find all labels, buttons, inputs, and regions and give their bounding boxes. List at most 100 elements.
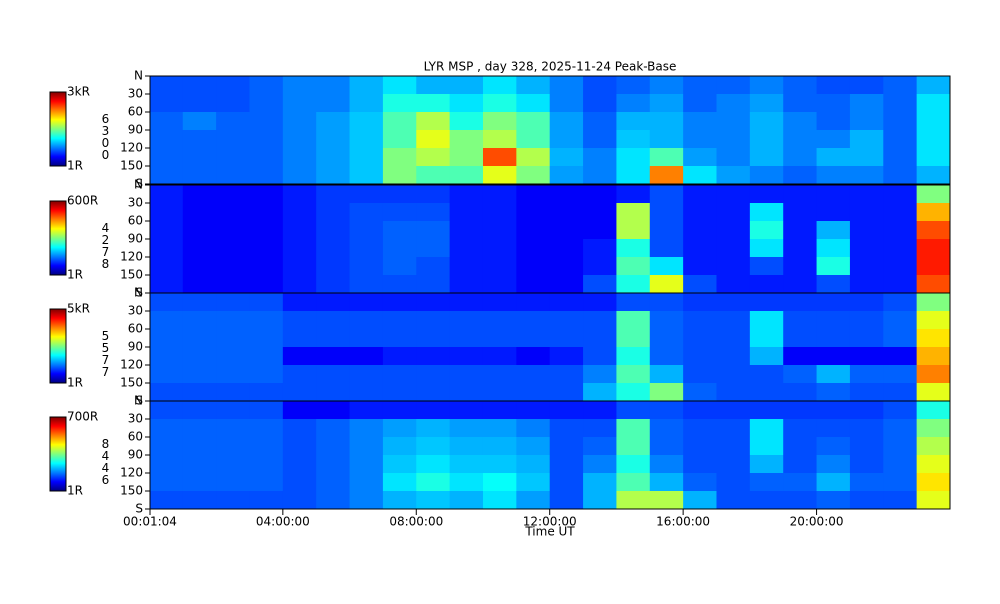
heat-cell [583,166,617,185]
heat-cell [616,365,651,384]
heat-cell [683,148,717,167]
heat-cell [449,221,484,240]
heat-cell [816,239,851,258]
heat-cell [916,203,951,222]
heat-cell [382,365,417,384]
heat-cell [449,203,484,222]
heat-cell [916,112,951,131]
y-tick-label: S [135,286,143,300]
heat-cell [883,166,918,185]
heat-cell [816,455,851,474]
colorbar [49,416,67,492]
heat-cell [282,166,317,185]
heat-cell [916,221,951,240]
heat-cell [649,293,684,312]
heat-cell [649,166,684,185]
heat-cell [849,76,884,95]
heat-cell [316,365,351,384]
heat-cell [916,76,951,95]
heat-cell [683,185,717,204]
heat-cell [783,239,818,258]
y-tick-label: 30 [128,412,143,426]
heat-cell [182,112,217,131]
heat-cell [182,491,217,510]
heat-cell [749,365,784,384]
heat-cell [482,437,517,456]
heat-cell [449,437,484,456]
heat-cell [649,257,684,276]
heat-cell [916,94,951,113]
heat-cell [516,419,551,438]
heat-cell [349,437,384,456]
heat-cell [216,329,250,348]
y-tick-label: 120 [120,141,143,155]
heat-cell [749,112,784,131]
heat-cell [883,203,918,222]
heat-cell [216,311,250,330]
heat-cell [349,311,384,330]
heat-cell [382,185,417,204]
heat-cell [416,221,451,240]
heat-cell [482,94,517,113]
heat-cell [649,94,684,113]
y-tick-label: 150 [120,159,143,173]
heat-cell [249,491,284,510]
heat-cell [382,203,417,222]
heat-cell [816,203,851,222]
heat-cell [583,437,617,456]
heat-cell [349,112,384,131]
heat-cell [883,329,918,348]
heat-cell [783,437,818,456]
heat-cell [683,311,717,330]
colorbar-max-label: 3kR [67,85,90,99]
heat-cell [716,275,751,294]
heat-cell [249,221,284,240]
heat-cell [316,76,351,95]
heat-cell [249,130,284,149]
heat-cell [150,112,184,131]
heat-cell [516,94,551,113]
heat-cell [749,76,784,95]
heat-cell [683,329,717,348]
heat-cell [849,311,884,330]
heat-cell [416,257,451,276]
heat-cell [616,203,651,222]
heat-cell [616,455,651,474]
heat-cell [316,455,351,474]
heat-cell [416,437,451,456]
heat-cell [249,203,284,222]
heat-cell [583,365,617,384]
heat-cell [649,401,684,420]
heat-cell [216,94,250,113]
heat-cell [783,365,818,384]
heat-cell [216,437,250,456]
heat-cell [482,275,517,294]
heat-cell [583,347,617,366]
heat-cell [516,166,551,185]
heat-cell [749,293,784,312]
heat-cell [716,473,751,492]
heat-cell [182,365,217,384]
heat-cell [249,383,284,402]
heat-cell [249,185,284,204]
heat-cell [150,311,184,330]
heat-cell [549,203,584,222]
heat-cell [516,76,551,95]
heat-cell [516,365,551,384]
x-tick-label: 04:00:00 [256,515,310,529]
heat-cell [282,419,317,438]
heat-cell [883,455,918,474]
heat-cell [549,473,584,492]
heat-cell [382,130,417,149]
heat-cell [282,221,317,240]
heat-cell [316,383,351,402]
heat-cell [249,419,284,438]
heat-cell [616,76,651,95]
y-tick-label: 60 [128,430,143,444]
heat-cell [549,221,584,240]
heat-cell [282,185,317,204]
heat-cell [216,347,250,366]
heat-cell [549,491,584,510]
heat-cell [216,221,250,240]
